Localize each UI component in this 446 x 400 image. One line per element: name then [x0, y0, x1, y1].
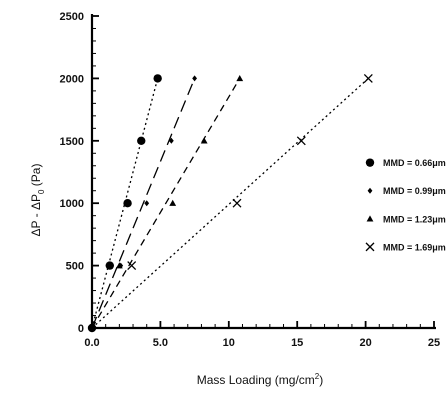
- x-axis-title: Mass Loading (mg/cm2): [197, 372, 324, 387]
- y-tick-label: 2500: [60, 11, 84, 23]
- y-axis-title: ΔP - ΔP0 (Pa): [29, 164, 46, 237]
- data-point-series-1: [153, 74, 162, 83]
- data-point-series-2: [168, 137, 174, 144]
- legend-marker-series-2: [367, 187, 373, 194]
- legend-label-series-4: MMD = 1.69μm: [383, 242, 446, 252]
- data-point-series-2: [192, 75, 197, 82]
- data-point-series-3: [236, 75, 244, 82]
- y-tick-label: 0: [78, 323, 84, 335]
- x-tick-label: 0.0: [84, 337, 99, 349]
- axes: 0 500 1000 1500 2000 2500 0.0 5.0 10 15 20 25: [60, 11, 441, 349]
- legend-marker-series-4: [365, 242, 375, 252]
- data-point-series-3: [169, 199, 177, 206]
- data-point-series-2: [144, 200, 150, 207]
- data-point-series-3: [115, 262, 123, 269]
- x-tick-label: 15: [291, 337, 303, 349]
- data-point-series-1: [123, 199, 132, 208]
- data-point-series-4: [296, 136, 306, 146]
- data-point-series-4: [232, 198, 242, 208]
- x-tick-label: 10: [223, 337, 235, 349]
- x-tick-label: 5.0: [153, 337, 168, 349]
- data-point-series-4: [127, 261, 137, 271]
- y-tick-label: 2000: [60, 73, 84, 85]
- fit-line-series-1: [91, 78, 159, 329]
- fit-line-series-4: [91, 77, 369, 329]
- legend-marker-series-1: [365, 158, 375, 167]
- data-point-series-1: [105, 261, 114, 270]
- y-tick-label: 500: [66, 261, 84, 273]
- data-point-series-1: [137, 136, 146, 145]
- legend-label-series-2: MMD = 0.99μm: [383, 186, 446, 196]
- data-point-series-3: [200, 137, 208, 144]
- data-point-series-4: [363, 73, 373, 83]
- legend: MMD = 0.66μm MMD = 0.99μm MMD = 1.23μm MMD …: [365, 158, 446, 252]
- data-points: [87, 73, 373, 333]
- fit-lines: [91, 77, 369, 329]
- y-tick-label: 1000: [60, 198, 84, 210]
- x-tick-label: 20: [359, 337, 371, 349]
- fit-line-series-3: [91, 78, 241, 329]
- legend-label-series-1: MMD = 0.66μm: [383, 158, 446, 168]
- x-tick-label: 25: [428, 337, 440, 349]
- data-point-series-1: [87, 323, 97, 333]
- y-tick-label: 1500: [60, 136, 84, 148]
- legend-label-series-3: MMD = 1.23μm: [383, 214, 446, 224]
- fit-line-series-2: [91, 78, 196, 329]
- legend-marker-series-3: [366, 215, 374, 222]
